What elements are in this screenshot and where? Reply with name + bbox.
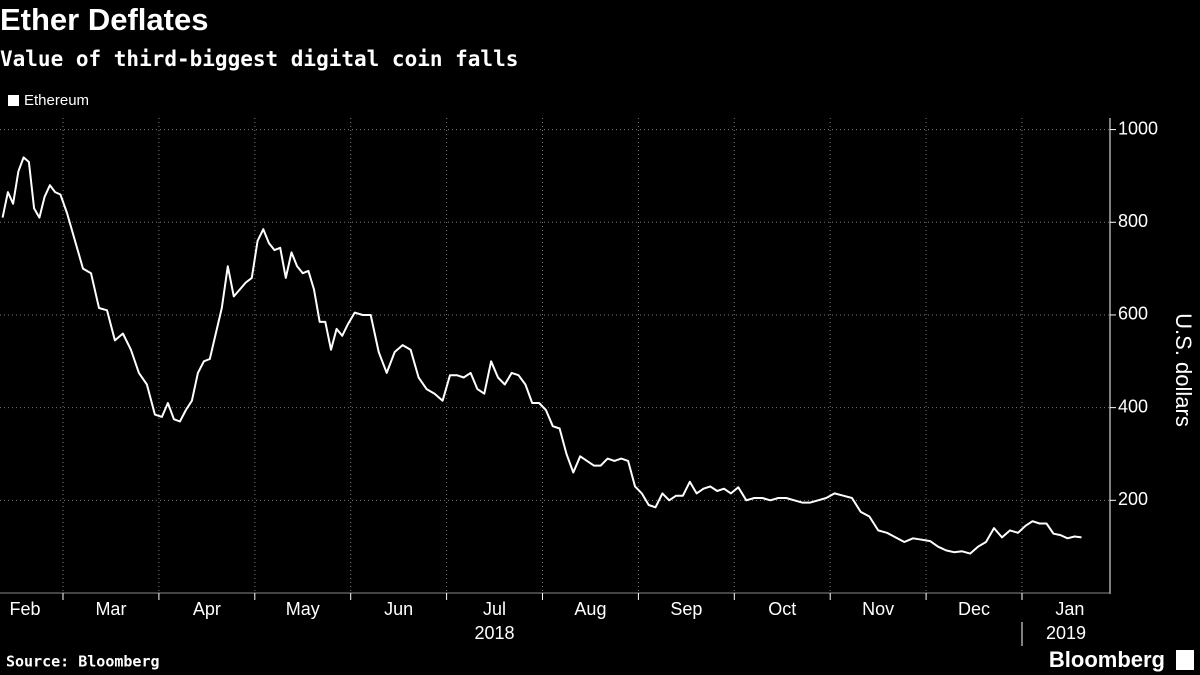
x-tick-label: Sep [670,599,702,619]
x-tick-label: May [286,599,320,619]
x-tick-label: Jul [483,599,506,619]
y-tick-label: 600 [1118,304,1148,324]
x-tick-label: Jun [384,599,413,619]
brand: Bloomberg [1049,647,1165,672]
y-tick-label: 800 [1118,211,1148,231]
legend-label: Ethereum [24,92,89,109]
y-tick-label: 1000 [1118,118,1158,138]
source: Source: Bloomberg [6,653,160,671]
year-label: 2019 [1046,623,1086,643]
chart-title: Ether Deflates [0,2,208,37]
x-tick-label: Jan [1055,599,1084,619]
x-tick-label: Aug [574,599,606,619]
y-axis-label: U.S. dollars [1171,313,1196,427]
x-tick-label: Apr [193,599,221,619]
x-tick-label: Oct [768,599,796,619]
legend-swatch [8,95,19,106]
chart-subtitle: Value of third-biggest digital coin fall… [0,47,518,71]
x-tick-label: Dec [958,599,990,619]
y-tick-label: 200 [1118,489,1148,509]
brand-icon [1176,650,1194,670]
line [1,156,1082,555]
year-label: 2018 [475,623,515,643]
x-tick-label: Mar [95,599,126,619]
x-tick-label: Feb [9,599,40,619]
x-tick-label: Nov [862,599,894,619]
y-tick-label: 400 [1118,396,1148,416]
